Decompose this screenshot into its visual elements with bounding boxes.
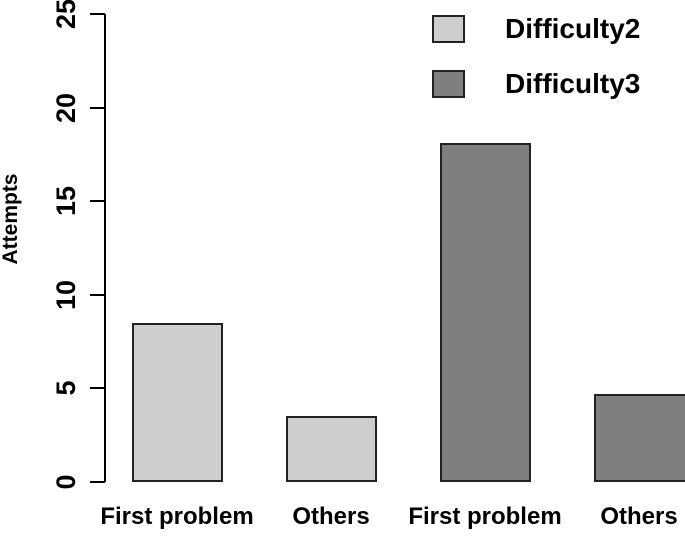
bar-difficulty2-others [285,416,377,482]
y-tick-label-5: 5 [51,380,81,396]
x-axis-label-difficulty2-others: Others [292,503,370,530]
legend-label-difficulty2: Difficulty2 [505,13,641,44]
legend-entry-difficulty3: Difficulty3 [432,68,641,99]
y-axis-line [104,14,106,482]
bar-difficulty2-first-problem [131,323,223,482]
y-tick-mark-0 [90,481,105,483]
legend-swatch-difficulty3 [432,70,465,98]
bar-difficulty3-first-problem [439,143,531,482]
bar-difficulty3-others [593,394,685,482]
y-tick-label-10: 10 [51,279,81,310]
y-tick-mark-25 [90,13,105,15]
y-tick-label-20: 20 [51,92,81,123]
x-axis-label-difficulty3-first-problem: First problem [408,503,562,530]
legend-label-difficulty3: Difficulty3 [505,68,641,99]
y-tick-mark-20 [90,106,105,109]
y-tick-label-25: 25 [51,0,81,30]
legend-swatch-difficulty2 [432,15,465,43]
y-tick-label-0: 0 [51,474,81,490]
x-axis-label-difficulty2-first-problem: First problem [100,503,254,530]
y-axis-title: Attempts [0,173,22,265]
y-tick-mark-15 [90,200,105,203]
legend-entry-difficulty2: Difficulty2 [432,13,641,44]
y-tick-mark-10 [90,293,105,296]
y-tick-label-15: 15 [51,186,81,217]
legend: Difficulty2 Difficulty3 [432,13,641,124]
x-axis-label-difficulty3-others: Others [600,503,678,530]
y-tick-mark-5 [90,387,105,390]
